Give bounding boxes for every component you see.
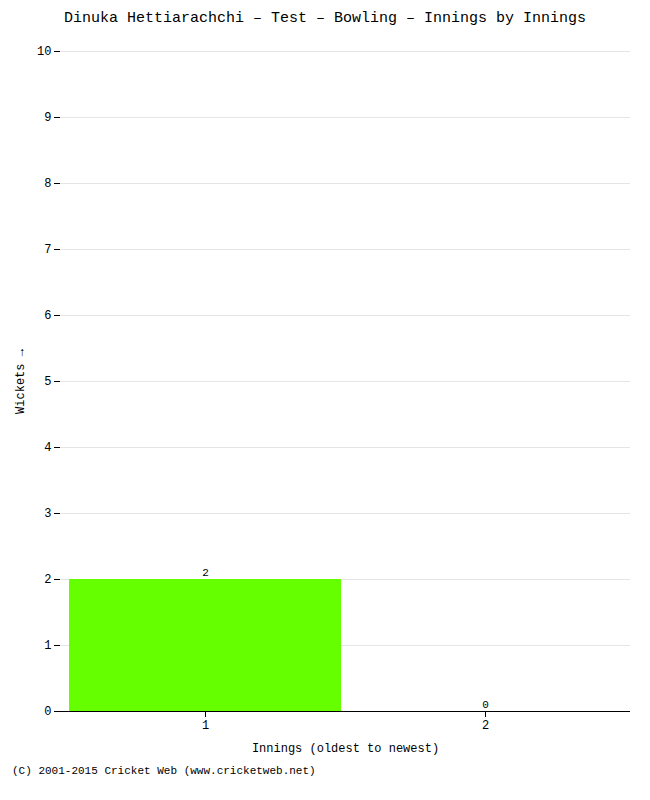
svg-text:2: 2 xyxy=(482,719,489,733)
svg-text:3: 3 xyxy=(44,507,51,521)
svg-text:0: 0 xyxy=(44,705,51,719)
svg-text:2: 2 xyxy=(44,573,51,587)
svg-text:7: 7 xyxy=(44,243,51,257)
svg-text:2: 2 xyxy=(202,567,209,579)
svg-text:6: 6 xyxy=(44,309,51,323)
svg-text:5: 5 xyxy=(44,375,51,389)
html-text:Dinuka Hettiarachchi – Test –: Dinuka Hettiarachchi – Test – Bowling – … xyxy=(64,10,586,27)
svg-text:1: 1 xyxy=(202,719,209,733)
svg-text:4: 4 xyxy=(44,441,51,455)
svg-text:Innings (oldest to newest): Innings (oldest to newest) xyxy=(252,742,439,756)
svg-text:0: 0 xyxy=(482,699,489,711)
svg-text:9: 9 xyxy=(44,111,51,125)
svg-text:1: 1 xyxy=(44,639,51,653)
svg-text:Wickets →: Wickets → xyxy=(14,348,28,414)
svg-text:8: 8 xyxy=(44,177,51,191)
svg-text:10: 10 xyxy=(37,45,51,59)
html-text:(C) 2001-2015 Cricket Web (www: (C) 2001-2015 Cricket Web (www.cricketwe… xyxy=(12,765,316,777)
